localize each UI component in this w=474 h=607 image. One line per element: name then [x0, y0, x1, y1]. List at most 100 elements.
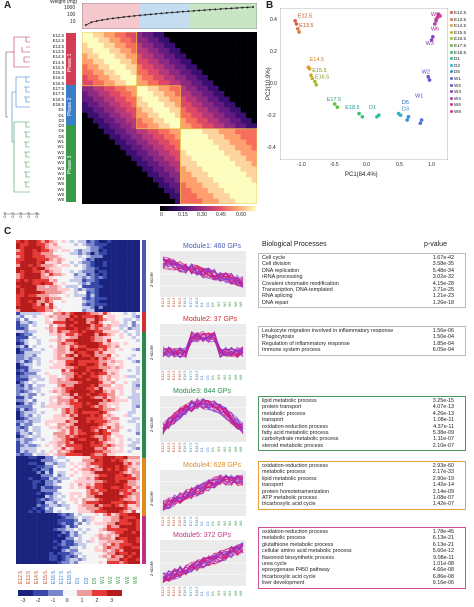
module-plot-svg: [160, 397, 246, 435]
gene-cell: [36, 294, 41, 298]
corr-cell: [202, 91, 209, 97]
gene-cell: [78, 300, 83, 304]
gene-cell: [111, 327, 116, 331]
gene-cell: [73, 495, 79, 499]
corr-cell: [120, 187, 127, 194]
gene-cell: [135, 390, 141, 394]
gene-cell: [131, 465, 137, 469]
corr-cell: [191, 96, 198, 103]
gene-cell: [82, 429, 87, 433]
bp-table: Cell cycle 1.67e-42 Cell division 3.58e-35 D…: [258, 253, 466, 309]
gene-cell: [69, 306, 75, 310]
gene-cell: [57, 417, 62, 421]
gene-cell: [115, 417, 120, 421]
corr-cell: [114, 128, 121, 135]
gene-cell: [49, 480, 54, 484]
gene-cell: [123, 315, 128, 319]
gene-cell: [94, 372, 99, 376]
gene-cell: [61, 369, 66, 373]
corr-cell: [207, 118, 214, 124]
gene-cell: [24, 249, 29, 253]
corr-cell: [180, 53, 187, 60]
corr-cell: [229, 91, 236, 97]
gene-cell: [119, 405, 124, 409]
gene-cell: [115, 360, 120, 364]
gene-cell: [24, 549, 29, 553]
gene-cell: [20, 384, 25, 388]
corr-cell: [191, 155, 198, 162]
gene-cell: [28, 561, 33, 565]
gene-cell: [49, 444, 54, 448]
corr-cell: [153, 144, 159, 151]
gene-cell: [82, 438, 87, 442]
corr-cell: [251, 171, 258, 178]
gene-cell: [69, 546, 75, 550]
gene-cell: [16, 384, 21, 388]
gene-cell: [69, 258, 75, 262]
gene-cell: [49, 462, 54, 466]
bp-row: lipid metabolic process 3.25e-15: [262, 398, 462, 404]
corr-cell: [240, 80, 247, 87]
gene-cell: [36, 414, 41, 418]
gene-cell: [135, 510, 141, 514]
corr-cell: [87, 139, 94, 146]
gene-cell: [44, 480, 50, 484]
gene-cell: [73, 561, 79, 565]
corr-cell: [191, 198, 198, 205]
gene-cell: [20, 309, 25, 313]
gene-cell: [127, 402, 132, 406]
gene-cell: [94, 276, 99, 280]
gene-cell: [78, 447, 83, 451]
corr-cell: [235, 58, 241, 65]
pca-point-label: W3: [426, 41, 434, 47]
gene-cell: [98, 501, 103, 505]
corr-cell: [202, 53, 209, 60]
gene-cell: [111, 483, 116, 487]
gene-cell: [102, 453, 108, 457]
gene-cell: [102, 465, 108, 469]
gene-cell: [135, 339, 141, 343]
gene-cell: [73, 288, 79, 292]
gene-cell: [106, 291, 112, 295]
corr-cell: [98, 193, 105, 199]
gene-cell: [44, 279, 50, 283]
gene-cell: [102, 363, 108, 367]
gene-cell: [65, 285, 70, 289]
corr-cell: [153, 37, 159, 44]
gene-cell: [119, 288, 124, 292]
gene-cell: [73, 492, 79, 496]
gene-cell: [86, 291, 91, 295]
module-x-label: E15.5: [177, 586, 182, 596]
gene-cell: [28, 324, 33, 328]
gene-cell: [102, 378, 108, 382]
dendro-tick-2: 0.4: [17, 212, 23, 218]
gene-cell: [131, 525, 137, 529]
gene-cell: [86, 387, 91, 391]
gene-cell: [119, 258, 124, 262]
corr-cell: [224, 128, 230, 135]
gene-cell: [20, 351, 25, 355]
gene-cell: [28, 417, 33, 421]
gene-cell: [16, 537, 21, 541]
gene-cell: [127, 510, 132, 514]
gene-cell: [123, 522, 128, 526]
corr-cell: [136, 150, 143, 156]
bp-row: rRNA processing 3.02e-32: [262, 274, 462, 280]
bp-row: oxidation-reduction process 4.37e-11: [262, 424, 462, 430]
corr-cell: [153, 107, 159, 113]
corr-cell: [109, 91, 116, 97]
gene-cell: [61, 474, 66, 478]
bp-term: flavonoid biosynthetic process: [262, 554, 334, 561]
gene-cell: [24, 519, 29, 523]
gene-cell: [119, 303, 124, 307]
phase-bar-1: [66, 33, 76, 85]
weight-point: [122, 16, 125, 19]
corr-cell: [196, 101, 203, 108]
gene-cell: [102, 531, 108, 535]
gene-cell: [28, 528, 33, 532]
gene-cell: [135, 453, 141, 457]
module-plot-svg: [160, 542, 246, 584]
gene-cell: [20, 324, 25, 328]
corr-cell: [213, 32, 220, 38]
